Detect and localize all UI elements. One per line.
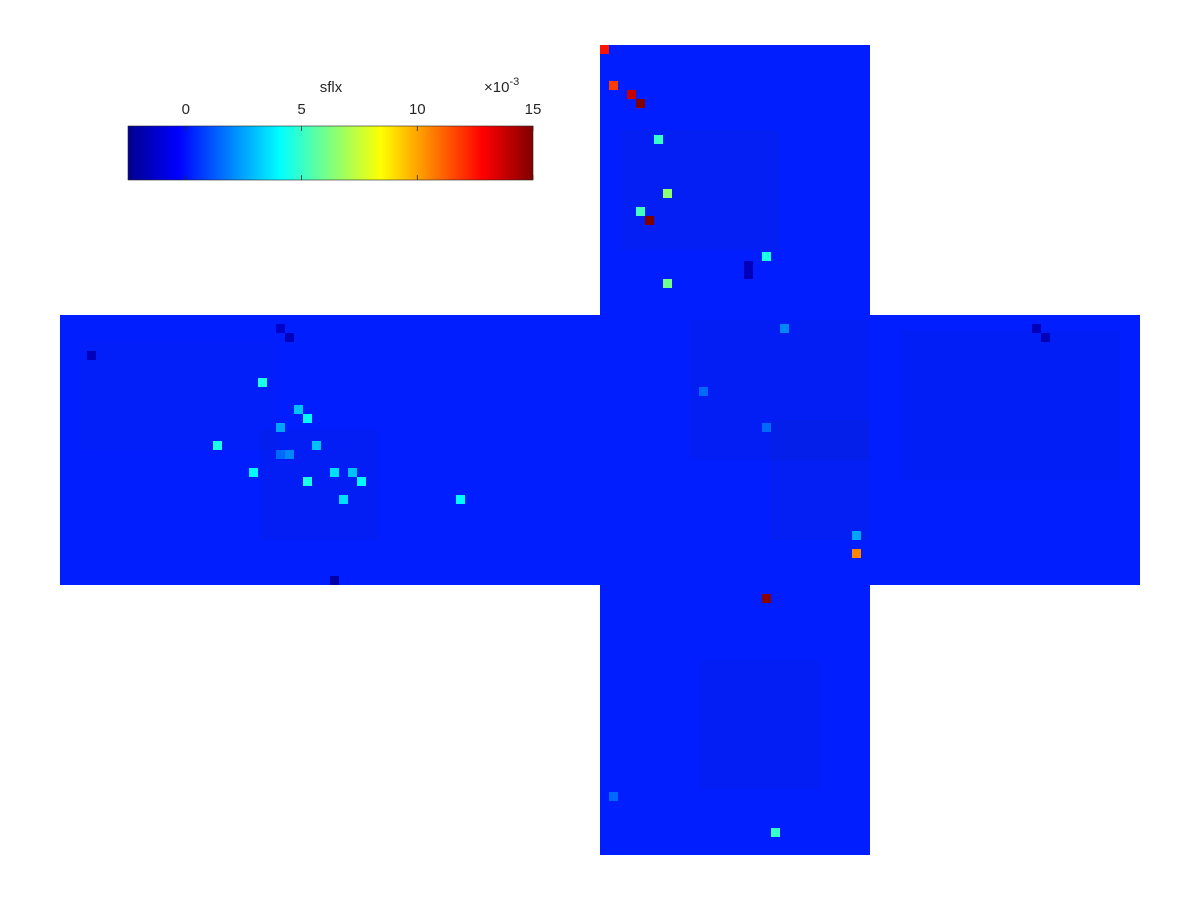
data-cell — [636, 99, 645, 108]
colorbar-title: sflx — [320, 79, 343, 96]
data-cell — [636, 207, 645, 216]
data-cell — [780, 324, 789, 333]
texture-patch — [770, 420, 870, 540]
data-cell — [357, 477, 366, 486]
face-right — [870, 315, 1140, 585]
data-cell — [771, 828, 780, 837]
data-cell — [762, 423, 771, 432]
data-cell — [852, 549, 861, 558]
data-cell — [609, 792, 618, 801]
data-cell — [600, 45, 609, 54]
texture-patch — [620, 130, 780, 250]
cube-faces — [60, 45, 1140, 855]
data-cell — [852, 531, 861, 540]
data-cell — [339, 495, 348, 504]
data-cell — [348, 468, 357, 477]
texture-patch — [690, 320, 870, 460]
data-cell — [762, 594, 771, 603]
texture-patch — [700, 660, 820, 790]
data-cell — [285, 333, 294, 342]
highlight-cells — [87, 45, 1050, 837]
data-cell — [87, 351, 96, 360]
data-cell — [294, 405, 303, 414]
face-bottom — [600, 585, 870, 855]
data-cell — [744, 261, 753, 270]
data-cell — [312, 441, 321, 450]
data-cell — [663, 189, 672, 198]
data-cell — [276, 450, 285, 459]
data-cell — [330, 576, 339, 585]
colorbar-tick-label: 0 — [182, 101, 190, 118]
colorbar: 0 5 10 15 sflx ×10-3 — [127, 76, 542, 181]
data-cell — [1041, 333, 1050, 342]
data-cell — [762, 252, 771, 261]
data-cell — [276, 423, 285, 432]
data-cell — [258, 378, 267, 387]
data-cell — [213, 441, 222, 450]
data-cell — [627, 90, 636, 99]
data-cell — [303, 477, 312, 486]
exponent-base: ×10 — [484, 79, 509, 96]
colorbar-tick-label: 15 — [525, 101, 542, 118]
data-cell — [699, 387, 708, 396]
data-cell — [276, 324, 285, 333]
exponent-value: -3 — [509, 76, 519, 88]
data-cell — [303, 414, 312, 423]
colorbar-exponent: ×10-3 — [484, 76, 519, 96]
data-cell — [645, 216, 654, 225]
face-left — [60, 315, 600, 585]
data-cell — [1032, 324, 1041, 333]
face-center — [600, 315, 870, 585]
data-cell — [609, 81, 618, 90]
data-cell — [249, 468, 258, 477]
data-cell — [285, 450, 294, 459]
data-cell — [456, 495, 465, 504]
data-cell — [744, 270, 753, 279]
colorbar-gradient — [127, 125, 534, 181]
texture-patch — [900, 330, 1120, 480]
face-top — [600, 45, 870, 315]
texture-patch — [80, 340, 280, 450]
colorbar-ticks: 0 5 10 15 — [182, 101, 542, 180]
colorbar-tick-label: 5 — [297, 101, 305, 118]
colorbar-tick-label: 10 — [409, 101, 426, 118]
data-cell — [663, 279, 672, 288]
data-cell — [330, 468, 339, 477]
data-cell — [654, 135, 663, 144]
